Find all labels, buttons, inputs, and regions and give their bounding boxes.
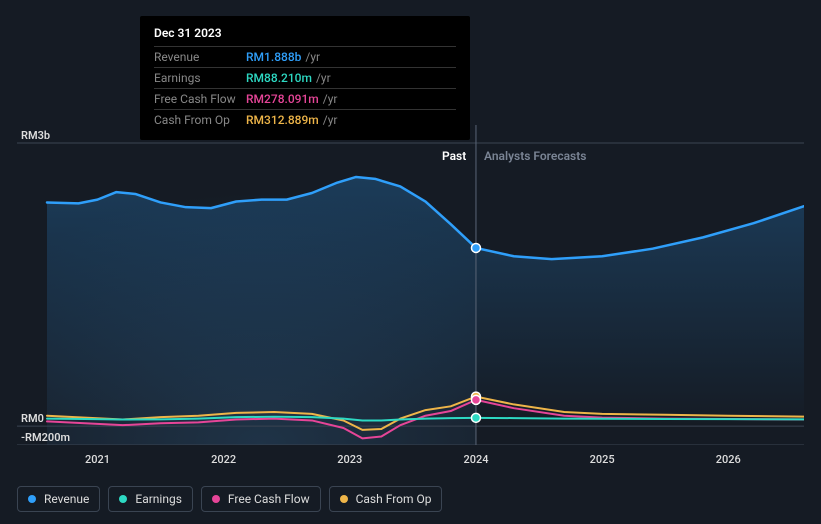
tooltip-metric-label: Free Cash Flow xyxy=(154,92,246,106)
legend-label: Revenue xyxy=(44,492,89,506)
y-axis-label: RM3b xyxy=(21,129,50,142)
legend-dot-icon xyxy=(212,495,220,503)
legend-item[interactable]: Earnings xyxy=(108,486,193,512)
tooltip-metric-label: Revenue xyxy=(154,50,246,64)
x-axis-label: 2022 xyxy=(211,453,236,466)
tooltip-row: Free Cash FlowRM278.091m/yr xyxy=(154,88,456,109)
tooltip-metric-unit: /yr xyxy=(323,92,338,106)
legend-item[interactable]: Cash From Op xyxy=(329,486,443,512)
chart-tooltip: Dec 31 2023 RevenueRM1.888b/yrEarningsRM… xyxy=(140,16,470,140)
region-label-forecast: Analysts Forecasts xyxy=(484,149,586,163)
legend-item[interactable]: Revenue xyxy=(17,486,100,512)
tooltip-metric-value: RM88.210m xyxy=(246,71,312,85)
region-label-past: Past xyxy=(442,149,466,163)
legend-dot-icon xyxy=(340,495,348,503)
x-axis-label: 2023 xyxy=(337,453,362,466)
x-axis-label: 2024 xyxy=(463,453,488,466)
legend-label: Earnings xyxy=(135,492,182,506)
x-axis-label: 2025 xyxy=(590,453,615,466)
tooltip-metric-unit: /yr xyxy=(305,50,320,64)
legend-item[interactable]: Free Cash Flow xyxy=(201,486,321,512)
tooltip-metric-value: RM278.091m xyxy=(246,92,319,106)
tooltip-row: RevenueRM1.888b/yr xyxy=(154,46,456,67)
chart-canvas xyxy=(17,125,804,445)
chart-legend: Revenue Earnings Free Cash Flow Cash From O… xyxy=(17,486,442,512)
legend-label: Free Cash Flow xyxy=(228,492,310,506)
financials-chart: -RM200mRM0RM3b 202120222023202420252026 … xyxy=(17,125,804,445)
y-axis-label: -RM200m xyxy=(21,431,70,444)
tooltip-row: EarningsRM88.210m/yr xyxy=(154,67,456,88)
x-axis-label: 2021 xyxy=(85,453,110,466)
tooltip-metric-label: Earnings xyxy=(154,71,246,85)
tooltip-metric-value: RM1.888b xyxy=(246,50,301,64)
y-axis-label: RM0 xyxy=(21,412,44,425)
tooltip-date: Dec 31 2023 xyxy=(154,26,456,40)
legend-label: Cash From Op xyxy=(356,492,432,506)
legend-dot-icon xyxy=(119,495,127,503)
x-axis-label: 2026 xyxy=(716,453,741,466)
legend-dot-icon xyxy=(28,495,36,503)
tooltip-metric-unit: /yr xyxy=(316,71,331,85)
